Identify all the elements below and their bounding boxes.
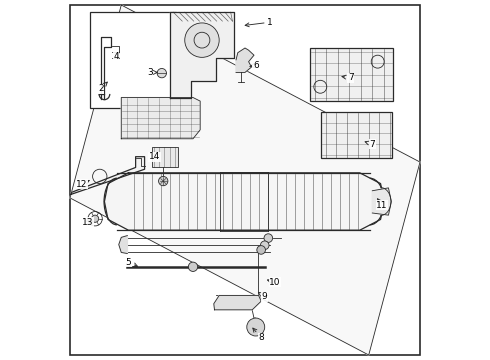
Polygon shape bbox=[70, 5, 420, 355]
Circle shape bbox=[185, 23, 219, 57]
Text: 9: 9 bbox=[258, 292, 268, 301]
Polygon shape bbox=[214, 296, 261, 310]
Bar bbox=[321, 112, 392, 158]
Text: 7: 7 bbox=[342, 73, 354, 82]
Text: 8: 8 bbox=[253, 328, 264, 342]
Polygon shape bbox=[122, 98, 200, 139]
Polygon shape bbox=[170, 12, 234, 98]
Text: 2: 2 bbox=[98, 82, 107, 93]
Text: 11: 11 bbox=[376, 199, 388, 210]
Text: 3: 3 bbox=[147, 68, 157, 77]
Bar bbox=[310, 48, 393, 101]
Circle shape bbox=[257, 246, 266, 254]
Circle shape bbox=[92, 215, 98, 222]
Circle shape bbox=[264, 234, 272, 242]
Text: 4: 4 bbox=[113, 52, 119, 61]
Circle shape bbox=[188, 262, 197, 271]
Polygon shape bbox=[236, 48, 254, 72]
Circle shape bbox=[247, 318, 265, 336]
Polygon shape bbox=[119, 235, 127, 253]
Text: 14: 14 bbox=[149, 152, 160, 161]
Bar bbox=[90, 12, 176, 108]
Text: 5: 5 bbox=[125, 258, 138, 267]
Text: 12: 12 bbox=[76, 180, 89, 189]
Bar bbox=[152, 147, 177, 167]
Text: 7: 7 bbox=[365, 140, 375, 149]
Polygon shape bbox=[372, 188, 392, 215]
Circle shape bbox=[157, 68, 167, 78]
Polygon shape bbox=[71, 157, 145, 194]
Text: 13: 13 bbox=[82, 218, 94, 227]
Text: 6: 6 bbox=[250, 61, 259, 70]
Text: 1: 1 bbox=[245, 18, 273, 27]
Circle shape bbox=[260, 241, 269, 249]
Polygon shape bbox=[104, 173, 384, 230]
Circle shape bbox=[159, 176, 168, 186]
Text: 10: 10 bbox=[268, 278, 280, 287]
